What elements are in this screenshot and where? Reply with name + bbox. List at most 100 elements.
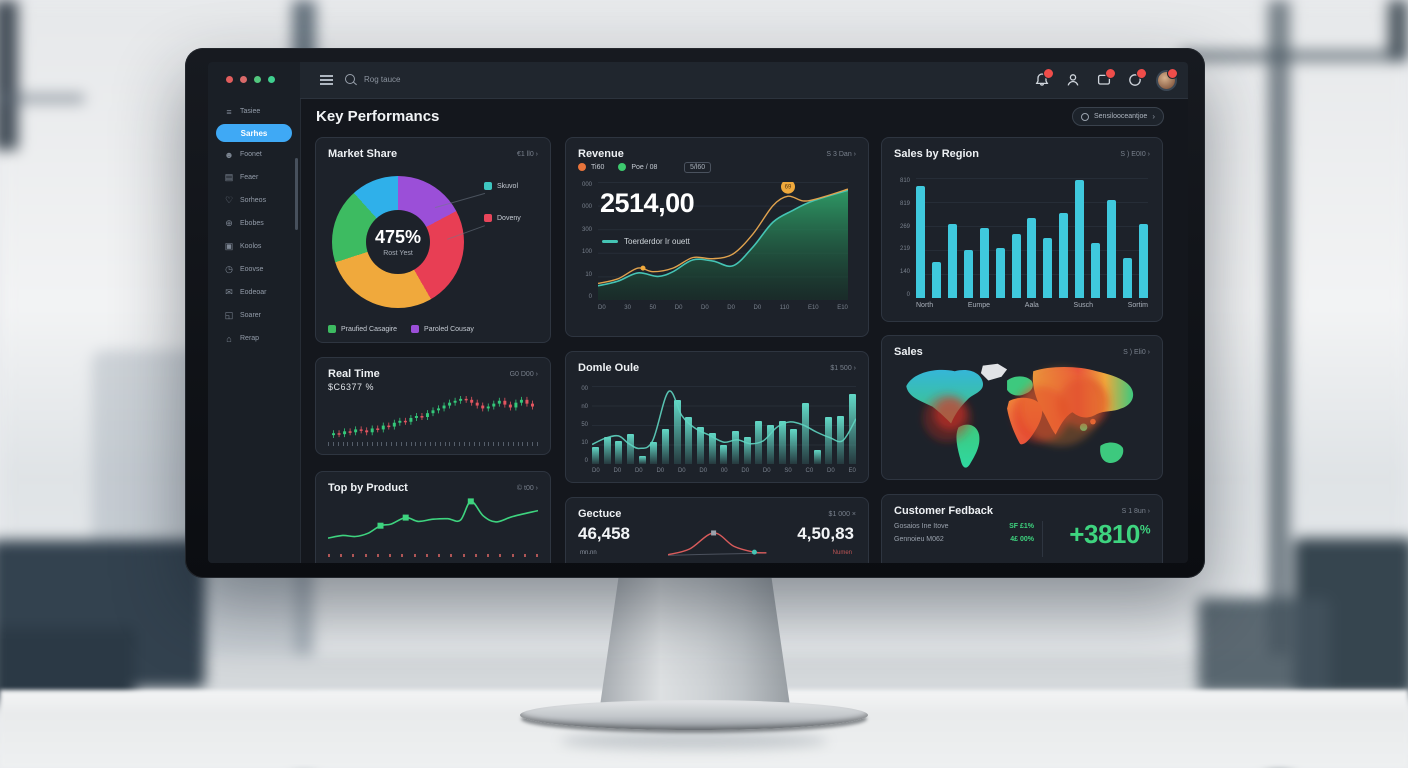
tick-mark <box>459 442 461 446</box>
feedback-row-value: 4£ 00% <box>1010 536 1034 543</box>
candle-body <box>470 399 474 403</box>
real-time-card: Real Time G0 D00 › $C6377 % <box>315 357 551 455</box>
bar <box>995 247 1005 298</box>
card-link[interactable]: S 1 8un › <box>1121 507 1150 515</box>
axis-label: 300 <box>581 226 592 233</box>
tick-mark <box>478 442 480 446</box>
legend-label: Ti60 <box>591 163 605 171</box>
bar <box>790 428 798 464</box>
legend-item: Poe / 08 <box>618 163 657 171</box>
tick-mark <box>502 442 504 446</box>
real-time-value: $C6377 % <box>328 382 375 392</box>
revenue-legend-pill[interactable]: 5/l60 <box>684 162 712 173</box>
candle-body <box>475 402 479 406</box>
page-title: Key Performancs <box>316 108 440 125</box>
axis-label: 00 <box>581 386 588 392</box>
globe-icon: ⊕ <box>225 218 233 228</box>
sidebar-item-feaer[interactable]: ▤ Feaer <box>208 166 300 189</box>
card-link[interactable]: S ) Eli0 › <box>1123 348 1150 356</box>
candlestick-chart[interactable] <box>328 396 538 438</box>
data-marker <box>711 530 717 536</box>
donut-callout: Skuvol <box>484 182 518 190</box>
bar <box>837 415 845 464</box>
candle-body <box>514 402 518 408</box>
market-share-donut-chart[interactable]: 475% Rost Yest <box>332 176 464 308</box>
card-link[interactable]: © t00 › <box>516 484 538 492</box>
bar <box>662 428 670 464</box>
sidebar-item-eodeoar[interactable]: ✉ Eodeoar <box>208 281 300 304</box>
bar <box>743 436 751 464</box>
sidebar-scrollbar[interactable] <box>295 158 298 230</box>
axis-label: 0 <box>584 458 588 464</box>
sidebar-item-label: Ebobes <box>240 220 264 227</box>
sales-by-region-card: Sales by Region S ) E0I0 › 810 819 269 219 1… <box>881 137 1163 322</box>
product-line-chart[interactable] <box>328 496 538 550</box>
legend-item: Praufied Casagire <box>328 325 397 333</box>
world-heatmap[interactable] <box>892 360 1152 472</box>
sidebar-item-label: Koolos <box>240 243 262 250</box>
line-legend-label: Toerderdor Ir ouett <box>624 237 690 246</box>
gectuce-left-sublabel: mn.nn <box>580 550 597 556</box>
tick-mark <box>386 442 388 446</box>
big-value-number: +3810 <box>1069 519 1140 549</box>
card-link[interactable]: €1 ll0 › <box>516 150 538 158</box>
dashboard-search-label: Sensilooceantjoe <box>1094 113 1148 120</box>
sidebar-item-eoovse[interactable]: ◷ Eoovse <box>208 258 300 281</box>
card-link[interactable]: S 3 Dan › <box>826 150 856 158</box>
refresh-icon[interactable] <box>1127 68 1147 88</box>
card-title: Domle Oule <box>578 362 640 374</box>
bar <box>1122 258 1132 298</box>
x-axis-labels: D0 D0 D0 D0 D0 D0 00 D0 D0 S0 C0 D0 E0 <box>592 468 856 474</box>
user-icon[interactable] <box>1065 72 1081 88</box>
revenue-chart[interactable]: 69 <box>598 182 848 300</box>
candle-body <box>453 400 457 403</box>
search-icon[interactable] <box>345 74 355 84</box>
topbar-search-input[interactable]: Rog tauce <box>364 75 401 84</box>
topbar: Rog tauce <box>300 62 1188 99</box>
card-link[interactable]: $1 500 › <box>830 364 856 372</box>
domle-oule-card: Domle Oule $1 500 › 00 n0 50 10 0 D0 D0 D0 D0 D0… <box>565 351 869 483</box>
candle-body <box>448 402 452 406</box>
region-bar-chart[interactable] <box>916 178 1148 298</box>
legend-swatch <box>484 214 492 222</box>
axis-label: D0 <box>598 305 606 311</box>
messages-icon[interactable] <box>1096 68 1116 88</box>
sidebar-item-koolos[interactable]: ▣ Koolos <box>208 235 300 258</box>
card-link[interactable]: G0 D00 › <box>509 370 538 378</box>
sidebar-item-tasiee[interactable]: ≡ Tasiee <box>208 100 300 123</box>
tick-mark <box>535 554 538 557</box>
donut-value: 475% <box>374 227 422 247</box>
sidebar-item-sorheos[interactable]: ♡ Sorheos <box>208 189 300 212</box>
sidebar-menu: ≡ Tasiee Sarhes ☻ Foonet ▤ Feaer ♡ Sorheos ⊕ Ebobe… <box>208 100 300 350</box>
sidebar-item-sarhes[interactable]: Sarhes <box>216 124 292 142</box>
sidebar-item-soarer[interactable]: ◱ Soarer <box>208 304 300 327</box>
candle-body <box>525 399 529 404</box>
window-mullion <box>0 94 84 103</box>
sidebar-item-rerap[interactable]: ⌂ Rerap <box>208 327 300 350</box>
tick-mark <box>396 442 398 446</box>
bar <box>685 417 693 464</box>
dashboard-search-button[interactable]: Sensilooceantjoe › <box>1072 107 1164 126</box>
notifications-bell-icon[interactable] <box>1034 68 1054 88</box>
revenue-big-value: 2514,00 <box>600 188 695 218</box>
gectuce-left-value: 46,458 <box>578 524 630 543</box>
domle-bar-chart[interactable] <box>592 386 856 464</box>
bar <box>697 426 705 464</box>
card-title: Market Share <box>328 148 398 160</box>
axis-label: 30 <box>624 305 631 311</box>
axis-label: 000 <box>581 182 592 188</box>
axis-label: D0 <box>656 468 665 474</box>
tick-mark <box>425 442 427 446</box>
hamburger-menu-icon[interactable] <box>320 75 333 87</box>
card-link[interactable]: $1 000 × <box>828 510 856 518</box>
sidebar-item-ebobes[interactable]: ⊕ Ebobes <box>208 212 300 235</box>
window-mullion <box>1180 50 1408 62</box>
sidebar-item-foonet[interactable]: ☻ Foonet <box>208 143 300 166</box>
card-link[interactable]: S ) E0I0 › <box>1120 150 1150 158</box>
candle-body <box>425 413 429 417</box>
folder-icon: ⌂ <box>226 333 232 344</box>
axis-label: D0 <box>701 305 709 311</box>
data-marker <box>402 514 409 521</box>
feedback-row: Gosaios Ine Itove SF £1% <box>894 523 1034 530</box>
user-avatar[interactable] <box>1158 68 1178 89</box>
